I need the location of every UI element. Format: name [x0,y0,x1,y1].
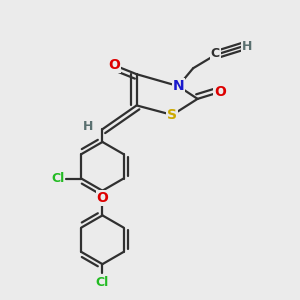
Text: H: H [83,120,93,133]
Text: O: O [214,85,226,99]
Text: O: O [97,191,108,205]
Text: C: C [211,47,220,60]
Text: Cl: Cl [96,276,109,290]
Text: N: N [172,79,184,93]
Text: H: H [242,40,252,53]
Text: S: S [167,108,177,122]
Text: O: O [108,58,120,72]
Text: Cl: Cl [51,172,64,185]
